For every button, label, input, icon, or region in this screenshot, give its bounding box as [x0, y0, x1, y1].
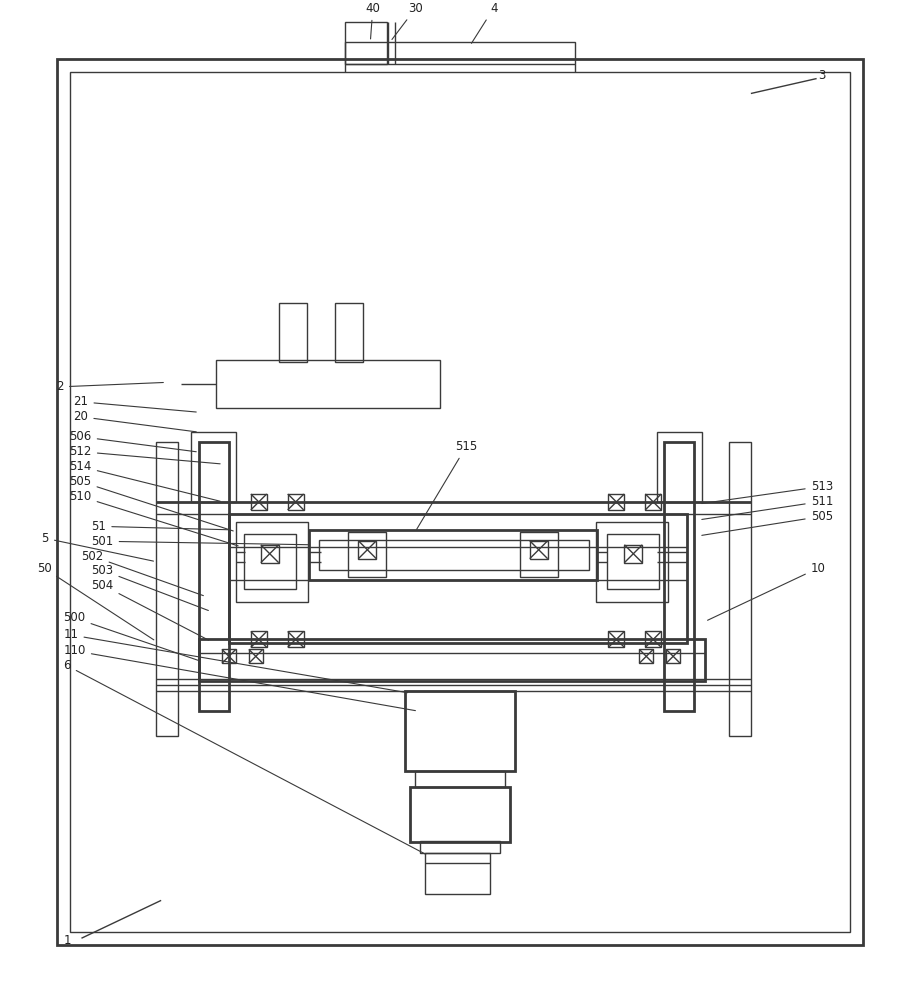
Text: 504: 504 — [91, 579, 209, 640]
Bar — [608, 631, 624, 647]
Bar — [57, 59, 864, 945]
Bar — [420, 841, 500, 853]
Bar — [608, 494, 624, 510]
Text: 1: 1 — [63, 934, 71, 947]
Text: 51: 51 — [91, 520, 228, 533]
Text: 500: 500 — [63, 611, 199, 660]
Text: 510: 510 — [70, 490, 238, 546]
Text: 4: 4 — [471, 2, 497, 43]
Bar — [645, 494, 662, 510]
Text: 5: 5 — [41, 532, 153, 561]
Bar — [261, 545, 278, 563]
Text: 514: 514 — [70, 460, 221, 501]
Bar — [156, 442, 178, 736]
Text: 505: 505 — [702, 510, 833, 535]
Bar — [288, 631, 303, 647]
Bar — [199, 442, 229, 711]
Bar — [529, 541, 548, 559]
Bar — [348, 532, 386, 577]
Bar — [221, 649, 236, 663]
Bar — [288, 494, 303, 510]
Bar — [624, 545, 642, 563]
Bar — [278, 303, 307, 362]
Text: 20: 20 — [74, 410, 197, 432]
Text: 506: 506 — [70, 430, 197, 452]
Text: 11: 11 — [63, 628, 407, 693]
Bar — [657, 432, 702, 502]
Text: 513: 513 — [702, 480, 833, 504]
Bar — [729, 442, 751, 736]
Bar — [309, 530, 597, 580]
Text: 512: 512 — [70, 445, 221, 464]
Bar — [358, 541, 376, 559]
Bar — [251, 494, 267, 510]
Bar — [607, 534, 659, 589]
Bar — [666, 649, 680, 663]
Bar — [244, 534, 296, 589]
Text: 21: 21 — [74, 395, 197, 412]
Bar — [410, 787, 510, 842]
Text: 2: 2 — [57, 380, 164, 393]
Bar — [346, 22, 387, 64]
Text: 10: 10 — [708, 562, 825, 620]
Bar — [425, 853, 490, 894]
Bar — [229, 514, 687, 643]
Text: 503: 503 — [91, 564, 209, 611]
Text: 515: 515 — [416, 440, 477, 529]
Bar — [346, 42, 574, 64]
Bar — [645, 631, 662, 647]
Text: 40: 40 — [366, 2, 380, 39]
Text: 50: 50 — [37, 562, 153, 640]
Bar — [251, 631, 267, 647]
Bar — [70, 72, 850, 932]
Bar — [335, 303, 363, 362]
Bar — [319, 540, 589, 570]
Bar — [520, 532, 558, 577]
Bar — [405, 691, 515, 771]
Bar — [640, 649, 653, 663]
Text: 505: 505 — [70, 475, 233, 531]
Text: 110: 110 — [63, 644, 415, 711]
Bar — [191, 432, 236, 502]
Bar — [216, 360, 440, 408]
Bar — [664, 442, 694, 711]
Text: 6: 6 — [63, 659, 425, 854]
Bar — [249, 649, 263, 663]
Text: 501: 501 — [91, 535, 308, 548]
Text: 502: 502 — [82, 550, 203, 596]
Bar — [596, 522, 668, 602]
Bar — [236, 522, 308, 602]
Text: 511: 511 — [702, 495, 833, 519]
Bar — [199, 639, 705, 681]
Text: 3: 3 — [819, 69, 826, 82]
Bar — [415, 771, 505, 787]
Text: 30: 30 — [391, 2, 423, 39]
